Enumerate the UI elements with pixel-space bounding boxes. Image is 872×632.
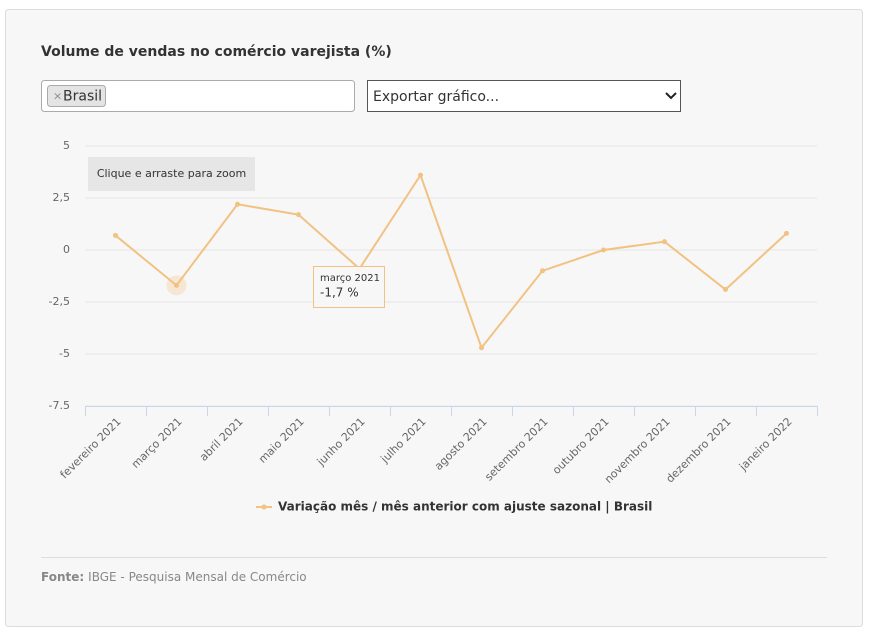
point (540, 268, 545, 274)
y-tick-label: -5 (59, 347, 70, 360)
chart-title: Volume de vendas no comércio varejista (… (41, 44, 392, 60)
filter-input[interactable] (41, 80, 355, 112)
tooltip-title: março 2021 (320, 273, 380, 284)
zoom-hint-box (88, 157, 255, 191)
point (174, 282, 179, 288)
point (723, 287, 728, 293)
point (418, 172, 423, 178)
point (235, 201, 240, 207)
tooltip: março 2021 -1,7 % (313, 266, 385, 308)
tooltip-box (313, 266, 385, 308)
point (113, 232, 118, 238)
tooltip-value: -1,7 % (320, 286, 359, 300)
filter-tag: Brasil (63, 89, 102, 105)
point (296, 212, 301, 218)
legend-marker (261, 504, 267, 510)
point (479, 345, 484, 351)
export-select-label: Exportar gráfico... (373, 89, 499, 105)
point (784, 230, 789, 236)
zoom-hint: Clique e arraste para zoom (97, 167, 246, 180)
y-tick-label: 0 (63, 243, 70, 256)
export-select[interactable] (367, 80, 681, 112)
y-tick-label: 2,5 (53, 191, 71, 204)
source: Fonte: IBGE - Pesquisa Mensal de Comércio (41, 570, 307, 584)
source-text: IBGE - Pesquisa Mensal de Comércio (88, 570, 306, 584)
filter-tag-box[interactable] (47, 85, 106, 107)
tag-remove[interactable]: × (53, 90, 62, 103)
y-tick-label: -7.5 (49, 399, 70, 412)
legend-label: Variação mês / mês anterior com ajuste s… (278, 500, 652, 514)
series-line (114, 172, 788, 350)
y-tick-label: 5 (63, 139, 70, 152)
point (601, 247, 606, 253)
point (662, 239, 667, 245)
y-tick-label: -2,5 (49, 295, 70, 308)
select-chevron (665, 92, 677, 100)
source-prefix: Fonte: (41, 570, 84, 584)
